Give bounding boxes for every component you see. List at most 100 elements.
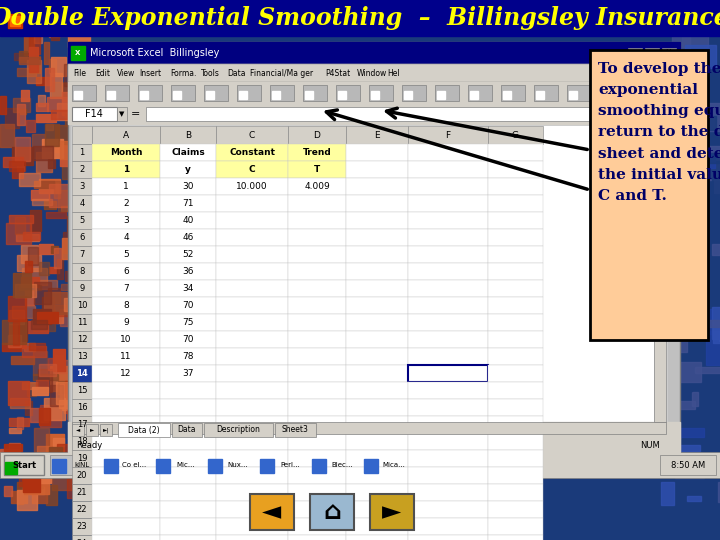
Bar [670, 446, 700, 451]
Bar [408, 297, 488, 314]
Bar [216, 399, 288, 416]
Bar [105, 85, 129, 101]
Bar [408, 348, 488, 365]
Bar [216, 365, 288, 382]
Bar [346, 297, 408, 314]
Bar [57, 259, 63, 279]
Bar [92, 144, 160, 161]
Bar [160, 416, 216, 433]
Bar [288, 450, 346, 467]
Text: 1: 1 [123, 182, 129, 191]
Bar [53, 348, 66, 372]
Bar [369, 85, 393, 101]
Bar [408, 144, 488, 161]
Bar [44, 42, 49, 64]
Bar [40, 364, 56, 376]
Bar [488, 144, 543, 161]
Bar [92, 331, 160, 348]
Bar [346, 467, 408, 484]
Bar [671, 433, 680, 449]
Bar [69, 165, 78, 171]
Text: ☐: ☐ [648, 50, 656, 58]
Text: 8:50 AM: 8:50 AM [671, 461, 705, 469]
Bar [160, 518, 216, 535]
Text: ►: ► [382, 500, 402, 524]
Bar [140, 91, 148, 99]
Bar [37, 95, 45, 106]
Bar [92, 382, 160, 399]
Bar [92, 246, 160, 263]
Bar [23, 476, 43, 492]
Bar [371, 91, 379, 99]
Bar [34, 282, 50, 303]
Bar [12, 147, 33, 165]
Bar [686, 153, 716, 168]
Bar [12, 306, 35, 318]
Text: 10.000: 10.000 [236, 182, 268, 191]
Bar [33, 351, 47, 375]
Bar [69, 118, 91, 126]
Bar [72, 399, 92, 416]
Bar [23, 232, 40, 240]
Bar [160, 195, 216, 212]
Bar [29, 343, 45, 350]
Bar [47, 16, 54, 32]
Bar [288, 246, 346, 263]
Bar [712, 307, 720, 340]
Bar [61, 284, 78, 290]
Bar [673, 362, 701, 382]
Bar [488, 195, 543, 212]
Bar [346, 501, 408, 518]
Bar [0, 0, 720, 36]
Bar [63, 92, 82, 115]
Bar [50, 30, 69, 36]
Bar [154, 455, 202, 475]
Bar [534, 85, 558, 101]
Bar [51, 110, 74, 119]
Text: B: B [185, 131, 191, 139]
Text: 11: 11 [120, 352, 132, 361]
Text: 1: 1 [79, 148, 85, 157]
Bar [55, 141, 76, 152]
Text: X: X [666, 50, 672, 58]
Text: Perl...: Perl... [280, 462, 300, 468]
Bar [48, 288, 60, 303]
Bar [160, 263, 216, 280]
Bar [22, 346, 46, 357]
Bar [21, 245, 38, 263]
Bar [160, 314, 216, 331]
Text: 3: 3 [79, 182, 85, 191]
Bar [9, 161, 25, 171]
Bar [9, 428, 21, 433]
Bar [488, 535, 543, 540]
Bar [408, 382, 488, 399]
Bar [709, 103, 720, 131]
Bar [19, 454, 40, 461]
Bar [0, 449, 19, 465]
Bar [17, 255, 41, 271]
Bar [68, 64, 680, 82]
Bar [488, 501, 543, 518]
Bar [488, 161, 543, 178]
Bar [408, 535, 488, 540]
Bar [346, 399, 408, 416]
Bar [30, 211, 41, 232]
Bar [92, 450, 160, 467]
Bar [63, 83, 69, 100]
Bar [488, 126, 543, 144]
Bar [29, 35, 40, 54]
Bar [408, 161, 488, 178]
Bar [45, 212, 66, 218]
Bar [346, 382, 408, 399]
Bar [303, 85, 327, 101]
Bar [346, 365, 408, 382]
Bar [635, 91, 643, 99]
Bar [4, 455, 44, 475]
Bar [216, 331, 288, 348]
Bar [602, 91, 610, 99]
Bar [17, 68, 36, 76]
Text: ►: ► [90, 428, 94, 433]
Bar [288, 416, 346, 433]
Bar [204, 85, 228, 101]
Bar [305, 91, 313, 99]
